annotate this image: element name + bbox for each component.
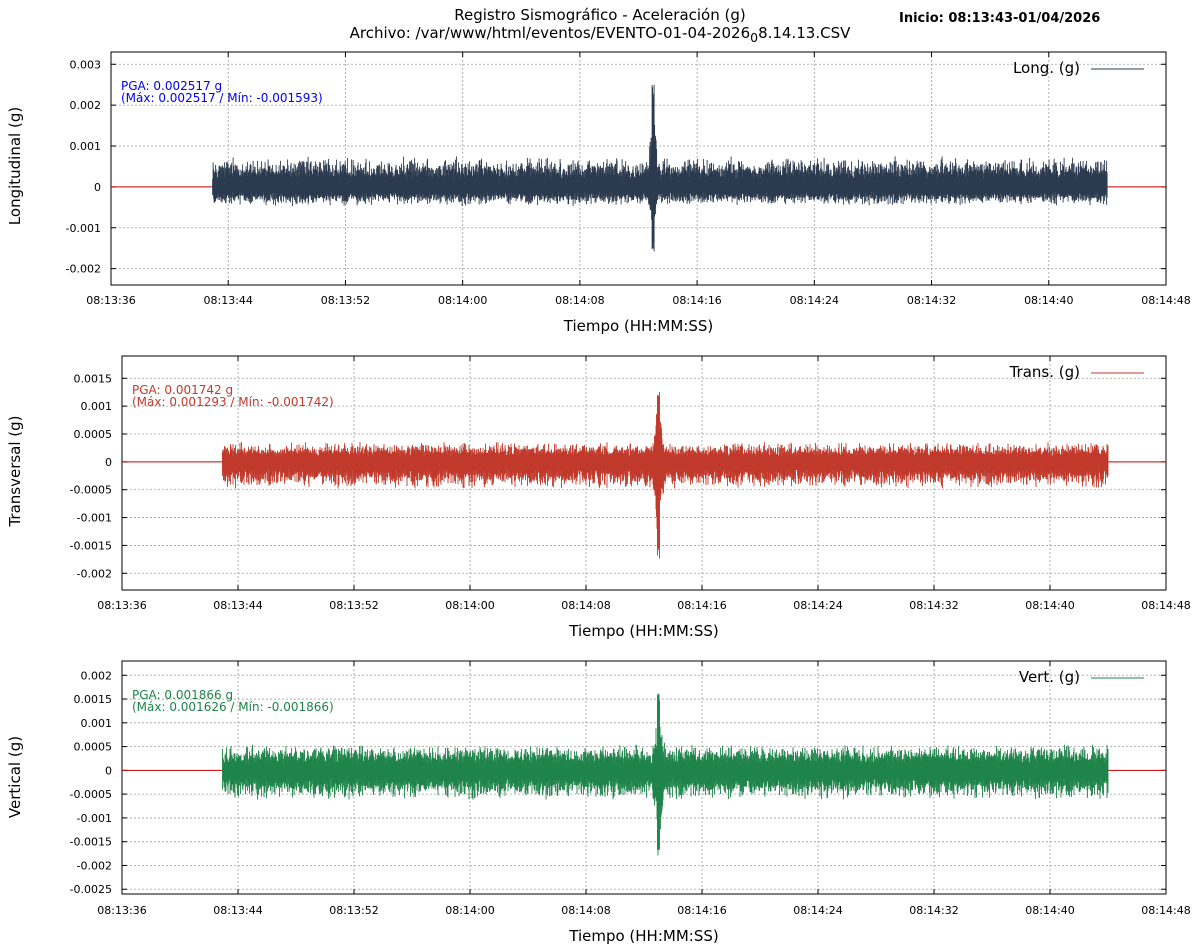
y-tick-label: -0.002 — [77, 567, 112, 580]
y-tick-label: 0 — [105, 456, 112, 469]
x-tick-label: 08:13:52 — [321, 294, 370, 307]
x-tick-label: 08:14:24 — [793, 904, 842, 917]
pga-label: PGA: 0.001866 g — [132, 688, 233, 702]
x-tick-label: 08:14:08 — [561, 599, 610, 612]
x-tick-label: 08:14:32 — [909, 599, 958, 612]
max-min-label: (Máx: 0.001626 / Mín: -0.001866) — [132, 700, 334, 714]
x-tick-label: 08:13:36 — [97, 904, 146, 917]
y-tick-label: -0.0025 — [70, 883, 112, 896]
y-tick-label: 0.001 — [81, 400, 113, 413]
y-axis-label: Longitudinal (g) — [6, 107, 24, 225]
file-path-label: Archivo: /var/www/html/eventos/EVENTO-01… — [0, 24, 1200, 45]
y-tick-label: 0.001 — [70, 140, 102, 153]
panel-vertical: 08:13:36 08:13:44 08:13:52 08:14:00 08:14:08… — [6, 660, 1191, 945]
y-tick-label: -0.002 — [66, 263, 101, 276]
y-tick-label: -0.002 — [77, 859, 112, 872]
y-tick-label: 0.002 — [81, 669, 113, 682]
legend-label: Long. (g) — [1013, 59, 1080, 77]
pga-label: PGA: 0.002517 g — [121, 79, 222, 93]
file-path-prefix: Archivo: /var/www/html/eventos/EVENTO-01… — [349, 24, 751, 42]
file-path-subscript: 0 — [750, 30, 759, 45]
legend-label: Vert. (g) — [1019, 668, 1080, 686]
max-min-label: (Máx: 0.002517 / Mín: -0.001593) — [121, 91, 323, 105]
x-tick-label: 08:13:44 — [204, 294, 253, 307]
x-tick-label: 08:13:52 — [329, 904, 378, 917]
chart-title: Registro Sismográfico - Aceleración (g) — [454, 6, 746, 24]
x-tick-label: 08:14:32 — [909, 904, 958, 917]
y-tick-label: -0.0005 — [70, 788, 112, 801]
x-tick-label: 08:14:48 — [1141, 904, 1190, 917]
x-tick-label: 08:14:08 — [555, 294, 604, 307]
max-min-label: (Máx: 0.001293 / Mín: -0.001742) — [132, 395, 334, 409]
x-tick-label: 08:14:16 — [672, 294, 721, 307]
y-tick-label: 0.0015 — [74, 693, 113, 706]
y-tick-label: -0.0015 — [70, 539, 112, 552]
legend-label: Trans. (g) — [1009, 363, 1080, 381]
y-tick-label: 0.001 — [81, 717, 113, 730]
pga-label: PGA: 0.001742 g — [132, 383, 233, 397]
x-tick-label: 08:14:00 — [445, 904, 494, 917]
x-tick-label: 08:14:48 — [1141, 294, 1190, 307]
x-tick-label: 08:14:24 — [793, 599, 842, 612]
x-tick-label: 08:13:52 — [329, 599, 378, 612]
x-tick-label: 08:14:08 — [561, 904, 610, 917]
y-tick-label: -0.0015 — [70, 836, 112, 849]
plot-frame — [121, 355, 1167, 591]
y-tick-label: 0 — [105, 764, 112, 777]
x-tick-label: 08:14:32 — [907, 294, 956, 307]
plot-frame — [121, 660, 1167, 895]
x-tick-label: 08:14:40 — [1024, 294, 1073, 307]
x-tick-label: 08:14:40 — [1025, 599, 1074, 612]
x-tick-label: 08:14:16 — [677, 904, 726, 917]
y-tick-label: -0.001 — [77, 512, 112, 525]
plot-frame — [110, 51, 1167, 286]
panel-transversal: 08:13:36 08:13:44 08:13:52 08:14:00 08:14:08… — [6, 355, 1191, 640]
y-axis-label: Vertical (g) — [6, 736, 24, 818]
y-tick-label: 0.002 — [70, 99, 102, 112]
x-tick-label: 08:13:36 — [97, 599, 146, 612]
x-tick-label: 08:14:00 — [438, 294, 487, 307]
x-tick-label: 08:14:16 — [677, 599, 726, 612]
y-tick-label: 0.003 — [70, 58, 102, 71]
x-tick-label: 08:13:44 — [213, 599, 262, 612]
series-trace-transversal — [222, 392, 1109, 559]
y-tick-label: 0 — [94, 181, 101, 194]
y-tick-label: -0.0005 — [70, 484, 112, 497]
file-path-suffix: 8.14.13.CSV — [758, 24, 851, 42]
x-tick-label: 08:13:44 — [213, 904, 262, 917]
y-tick-label: -0.001 — [66, 222, 101, 235]
start-time-label: Inicio: 08:13:43-01/04/2026 — [899, 11, 1101, 26]
x-axis-label: Tiempo (HH:MM:SS) — [568, 927, 718, 945]
x-tick-label: 08:13:36 — [86, 294, 135, 307]
panel-longitudinal: 08:13:36 08:13:44 08:13:52 08:14:00 08:14:08… — [6, 51, 1191, 335]
y-tick-label: -0.001 — [77, 812, 112, 825]
x-axis-label: Tiempo (HH:MM:SS) — [563, 317, 713, 335]
series-trace-longitudinal — [212, 84, 1108, 252]
y-tick-label: 0.0005 — [74, 741, 113, 754]
y-tick-label: 0.0015 — [74, 372, 113, 385]
x-tick-label: 08:14:24 — [790, 294, 839, 307]
x-tick-label: 08:14:40 — [1025, 904, 1074, 917]
y-tick-label: 0.0005 — [74, 428, 113, 441]
x-tick-label: 08:14:00 — [445, 599, 494, 612]
x-tick-label: 08:14:48 — [1141, 599, 1190, 612]
x-axis-label: Tiempo (HH:MM:SS) — [568, 622, 718, 640]
series-trace-vertical — [222, 693, 1109, 856]
y-axis-label: Transversal (g) — [6, 415, 24, 527]
